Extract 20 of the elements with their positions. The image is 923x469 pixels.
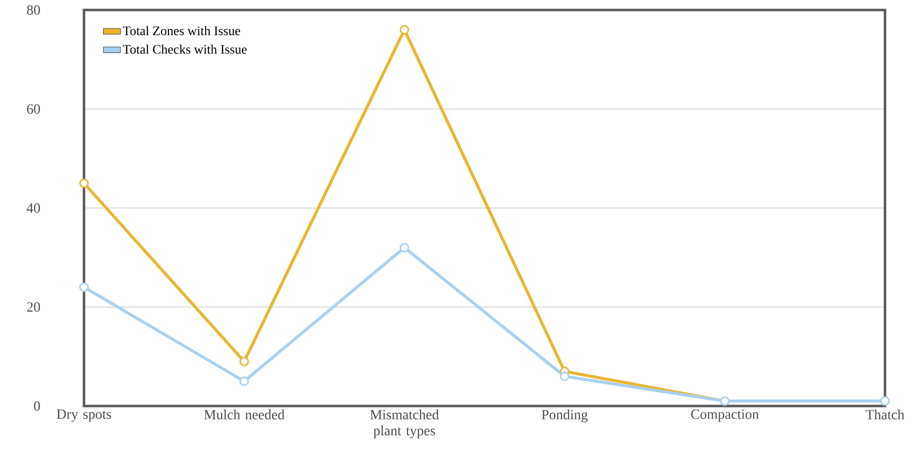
point	[400, 242, 410, 252]
x-tick-label: Mulch needed	[204, 410, 284, 420]
point	[239, 376, 249, 386]
point	[239, 356, 249, 366]
x-tick-label: Mismatched plant types	[370, 410, 439, 438]
y-tick-label: 80	[27, 5, 40, 15]
legend-label: Total Checks with Issue	[122, 44, 247, 54]
x-tick-label: Compaction	[691, 410, 759, 422]
y-tick-label: 60	[27, 104, 40, 114]
legend-label: Total Zones with Issue	[122, 26, 240, 36]
point	[560, 372, 570, 382]
x-tick-label: Ponding	[542, 410, 588, 422]
point	[79, 282, 89, 292]
y-tick-label: 40	[26, 203, 40, 213]
x-tick-label: Dry spots	[56, 410, 112, 422]
y-tick-label: 0	[34, 401, 40, 411]
point	[400, 25, 410, 35]
x-tick-label: Thatch	[866, 410, 904, 420]
y-tick-label: 20	[27, 302, 40, 312]
point	[79, 178, 89, 188]
